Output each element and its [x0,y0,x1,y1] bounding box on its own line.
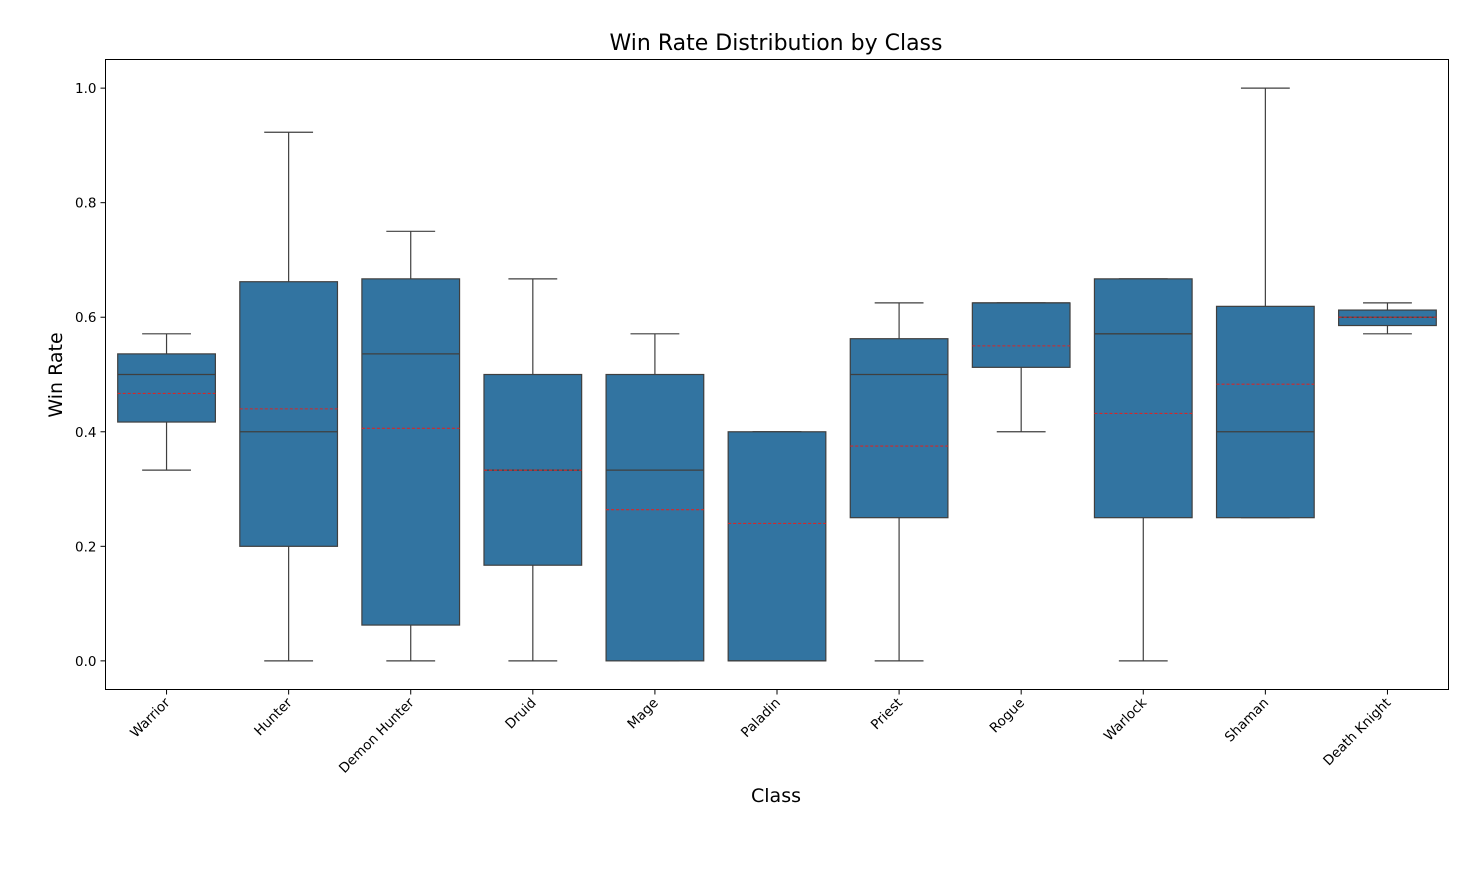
box-group-demon-hunter [361,230,461,662]
box-group-shaman [1215,87,1315,519]
box-group-death-knight [1338,302,1437,335]
box-group-paladin [727,431,827,662]
y-tick-label: 0.8 [75,196,96,212]
box-group-hunter [239,131,339,662]
box-group-druid [483,278,583,662]
x-axis-label: Class [751,785,801,807]
box-group-warrior [117,333,216,471]
y-axis-label: Win Rate [45,332,67,417]
box-iqr [1215,305,1315,519]
box-group-rogue [971,302,1071,433]
y-tick-label: 0.2 [75,539,96,555]
box-iqr [239,281,339,547]
box-group-mage [605,333,705,662]
y-tick-label: 0.6 [75,310,96,326]
box-iqr [727,431,827,662]
box-group-priest [849,302,949,662]
y-axis: 0.0 0.2 0.4 0.6 0.8 1.0 [75,81,106,670]
box-iqr [117,353,216,423]
box-group-warlock [1093,278,1193,662]
chart-title: Win Rate Distribution by Class [610,31,943,56]
y-tick-label: 0.0 [75,654,96,670]
y-tick-label: 0.4 [75,425,96,441]
y-tick-label: 1.0 [75,81,96,97]
box-iqr [971,302,1071,368]
box-iqr [361,278,461,626]
box-iqr [1093,278,1193,519]
box-iqr [605,373,705,662]
box-iqr [849,338,949,519]
boxes-layer [117,87,1437,662]
